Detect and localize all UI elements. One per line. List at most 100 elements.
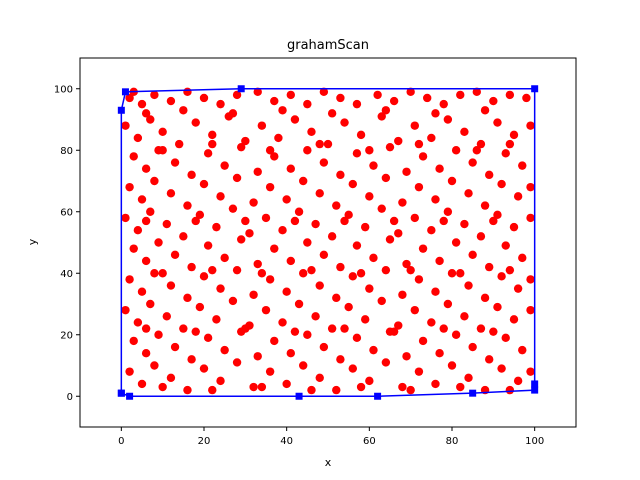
scatter-point — [183, 87, 192, 97]
scatter-point — [150, 176, 159, 186]
scatter-point — [327, 324, 337, 333]
scatter-point — [398, 382, 407, 392]
scatter-point — [286, 349, 295, 358]
scatter-point — [183, 385, 192, 395]
scatter-point — [286, 256, 295, 266]
scatter-point — [199, 93, 209, 103]
scatter-point — [402, 167, 411, 176]
scatter-point — [427, 133, 436, 143]
hull-vertex-marker — [126, 392, 134, 400]
scatter-point — [414, 182, 424, 192]
scatter-point — [435, 164, 444, 173]
scatter-point — [208, 139, 217, 149]
scatter-point — [423, 93, 432, 103]
scatter-point — [179, 232, 188, 241]
scatter-point — [220, 253, 229, 263]
hull-vertex-marker — [117, 106, 125, 114]
scatter-point — [170, 158, 180, 167]
scatter-point — [377, 112, 386, 121]
scatter-point — [518, 253, 527, 263]
scatter-point — [179, 106, 188, 115]
scatter-point — [299, 176, 308, 186]
scatter-point — [526, 213, 535, 223]
scatter-point — [220, 345, 229, 355]
scatter-point — [199, 272, 209, 281]
scatter-point — [361, 315, 370, 324]
scatter-point — [286, 90, 295, 100]
scatter-points — [121, 87, 535, 395]
scatter-point — [344, 302, 353, 312]
scatter-point — [141, 164, 151, 173]
y-tick-label: 60 — [60, 207, 73, 218]
scatter-point — [352, 241, 362, 250]
scatter-point — [336, 355, 345, 364]
y-tick-label: 80 — [60, 146, 73, 157]
scatter-point — [435, 349, 444, 358]
scatter-point — [447, 361, 457, 370]
scatter-point — [278, 318, 287, 327]
scatter-point — [497, 364, 506, 373]
x-tick-label: 60 — [363, 436, 376, 447]
scatter-point — [125, 275, 134, 284]
scatter-point — [166, 96, 176, 106]
scatter-point — [398, 290, 407, 299]
scatter-point — [485, 355, 494, 364]
y-tick-label: 100 — [54, 84, 73, 95]
hull-vertex-marker — [469, 389, 477, 397]
scatter-point — [402, 259, 411, 269]
y-tick-label: 40 — [60, 269, 73, 280]
scatter-point — [431, 287, 440, 296]
scatter-point — [385, 142, 395, 152]
scatter-point — [410, 121, 419, 130]
scatter-point — [208, 265, 217, 275]
scatter-point — [245, 229, 254, 238]
scatter-point — [253, 352, 262, 361]
scatter-point — [447, 176, 457, 186]
scatter-point — [468, 250, 477, 259]
scatter-point — [377, 296, 386, 306]
scatter-point — [270, 152, 279, 161]
scatter-point — [121, 121, 130, 130]
scatter-point — [265, 146, 275, 155]
scatter-point — [203, 241, 213, 250]
y-axis-ticks: 0 20 40 60 80 100 — [54, 84, 80, 403]
scatter-point — [332, 201, 341, 210]
scatter-point — [199, 364, 209, 373]
x-tick-label: 80 — [446, 436, 459, 447]
x-tick-label: 100 — [525, 436, 544, 447]
scatter-point — [141, 256, 151, 266]
hull-vertex-marker — [117, 389, 125, 397]
scatter-point — [493, 210, 502, 220]
scatter-point — [526, 275, 535, 284]
scatter-point — [501, 333, 510, 343]
scatter-point — [212, 315, 221, 324]
scatter-point — [129, 336, 138, 346]
scatter-point — [406, 265, 415, 275]
scatter-point — [476, 232, 486, 241]
scatter-point — [526, 367, 535, 376]
scatter-point — [137, 195, 147, 204]
scatter-point — [150, 90, 159, 100]
scatter-point — [451, 330, 461, 339]
scatter-point — [418, 152, 428, 161]
hull-vertex-marker — [121, 88, 129, 96]
scatter-point — [232, 358, 242, 367]
scatter-point — [460, 312, 469, 321]
scatter-point — [133, 318, 143, 327]
scatter-point — [497, 272, 506, 281]
scatter-point — [472, 87, 481, 97]
scatter-point — [460, 219, 469, 229]
scatter-point — [129, 244, 138, 253]
scatter-point — [125, 93, 134, 103]
scatter-point — [237, 142, 246, 152]
scatter-point — [265, 275, 275, 284]
scatter-point — [480, 201, 490, 210]
scatter-point — [336, 262, 345, 272]
scatter-point — [505, 265, 515, 275]
scatter-point — [208, 385, 217, 395]
scatter-point — [456, 90, 465, 100]
scatter-point — [414, 139, 424, 149]
scatter-point — [216, 284, 225, 293]
scatter-point — [526, 182, 535, 192]
